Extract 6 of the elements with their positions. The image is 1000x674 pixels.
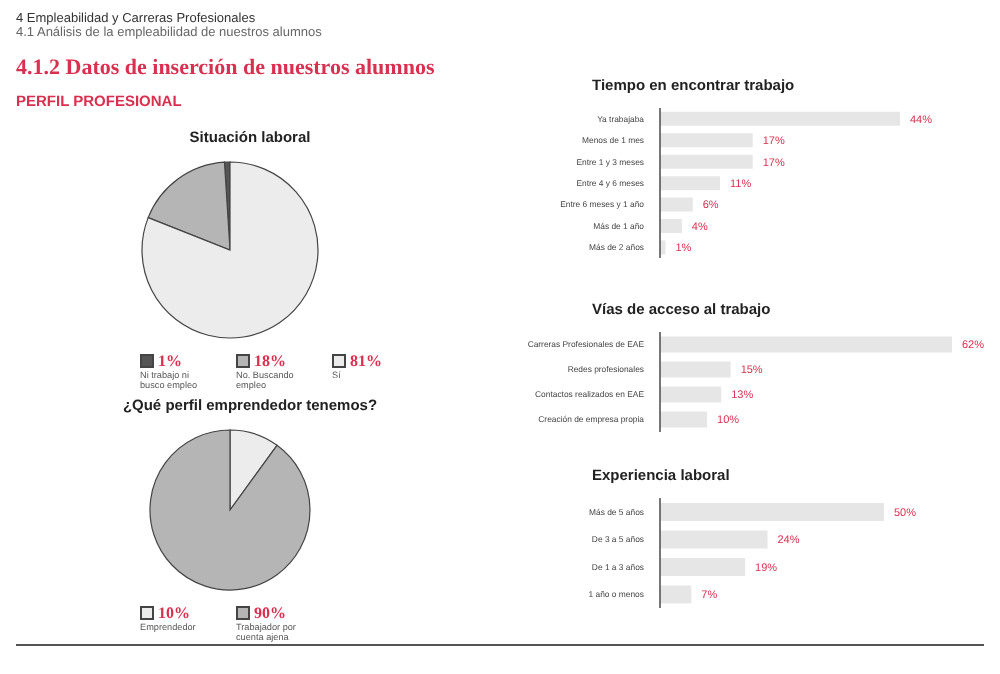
data-label: 81% <box>350 352 382 370</box>
data-label: 1% <box>158 352 182 370</box>
text: 4.1.2 Datos de inserción de nuestros alumnos <box>16 56 435 80</box>
data-label: 18% <box>254 352 286 370</box>
data-label: 90% <box>254 604 286 622</box>
data-label: 10% <box>158 604 190 622</box>
